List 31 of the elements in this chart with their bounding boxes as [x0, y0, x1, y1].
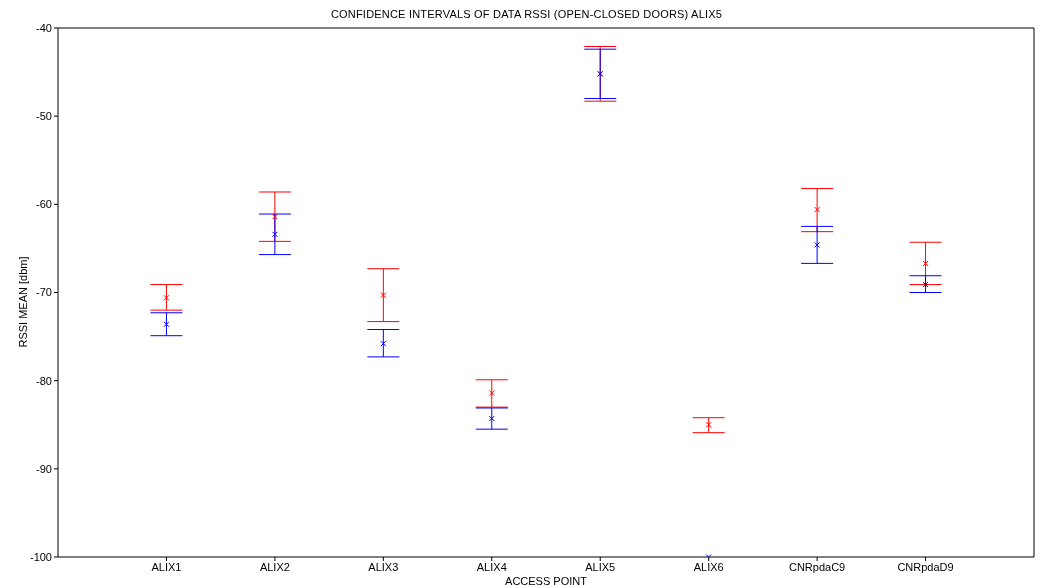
point — [163, 294, 170, 301]
point — [488, 390, 495, 397]
point — [814, 241, 821, 248]
y-tick-label: -40 — [36, 21, 52, 34]
point — [271, 213, 278, 220]
y-tick-label: -50 — [36, 110, 52, 123]
y-tick-label: -60 — [36, 198, 52, 211]
point — [922, 281, 929, 288]
point — [380, 292, 387, 299]
x-tick-label: ALIX4 — [476, 560, 507, 573]
x-tick-label: ALIX2 — [259, 560, 290, 573]
point — [488, 415, 495, 422]
point — [271, 231, 278, 238]
x-tick-label: CNRpdaC9 — [788, 560, 846, 573]
chart-title: CONFIDENCE INTERVALS OF DATA RSSI (OPEN-CLOSED DOORS) ALIX5 — [329, 8, 724, 20]
y-tick-label: -100 — [29, 550, 52, 563]
point — [380, 340, 387, 347]
y-tick-label: -70 — [36, 286, 52, 299]
x-tick-label: ALIX5 — [585, 560, 616, 573]
point — [163, 321, 170, 328]
x-tick-label: ALIX1 — [151, 560, 182, 573]
y-tick-label: -90 — [36, 462, 52, 475]
y-axis-title: RSSI MEAN [dbm] — [17, 255, 29, 350]
x-tick-label: ALIX6 — [693, 560, 724, 573]
y-tick-label: -80 — [36, 374, 52, 387]
point — [922, 260, 929, 267]
x-tick-label: ALIX3 — [368, 560, 399, 573]
x-tick-label: CNRpdaD9 — [897, 560, 954, 573]
point — [705, 421, 712, 428]
point — [814, 206, 821, 213]
x-axis-title: ACCESS POINT — [505, 575, 588, 585]
